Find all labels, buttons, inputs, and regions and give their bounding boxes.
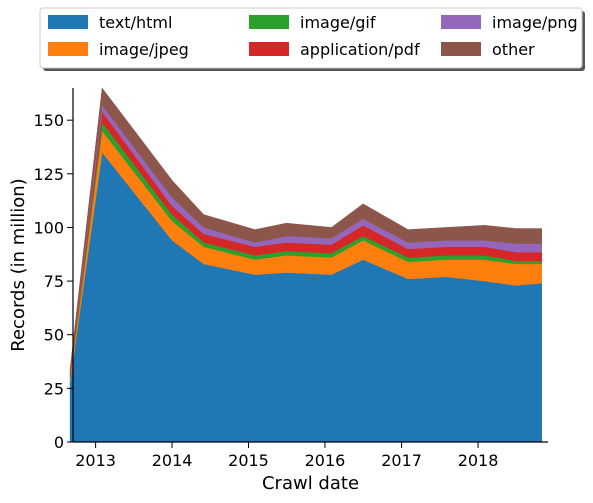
y-tick-label: 75 [44,272,64,291]
legend-swatch-other [441,42,481,56]
x-tick-label: 2018 [458,451,499,470]
legend-swatch-application-pdf [249,42,289,56]
area-other [69,87,542,375]
y-tick-label: 100 [33,218,64,237]
y-tick-label: 50 [44,326,64,345]
legend-swatch-image-jpeg [48,42,88,56]
x-tick-label: 2013 [75,451,116,470]
legend: text/html image/jpeg image/gif application/… [39,7,585,71]
area-layer [69,87,542,443]
legend-label-application-pdf: application/pdf [300,40,420,59]
legend-swatch-image-png [441,15,481,29]
legend-swatch-image-gif [249,15,289,29]
x-tick-label: 2015 [228,451,269,470]
axes: 0 25 50 75 100 125 150 2013 2014 2015 2016 2017 2018… [8,88,548,494]
x-tick-label: 2016 [305,451,346,470]
legend-swatch-text-html [48,15,88,29]
legend-label-image-gif: image/gif [300,13,376,32]
y-tick-label: 0 [54,433,64,452]
legend-label-image-jpeg: image/jpeg [99,40,189,59]
legend-label-other: other [492,40,535,59]
x-tick-label: 2014 [152,451,193,470]
x-tick-label: 2017 [381,451,422,470]
legend-label-image-png: image/png [492,13,578,32]
x-axis-title: Crawl date [262,473,359,494]
y-axis-title: Records (in million) [8,178,29,351]
legend-label-text-html: text/html [99,13,172,32]
y-tick-label: 150 [33,111,64,130]
y-tick-label: 125 [33,165,64,184]
y-tick-label: 25 [44,379,64,398]
